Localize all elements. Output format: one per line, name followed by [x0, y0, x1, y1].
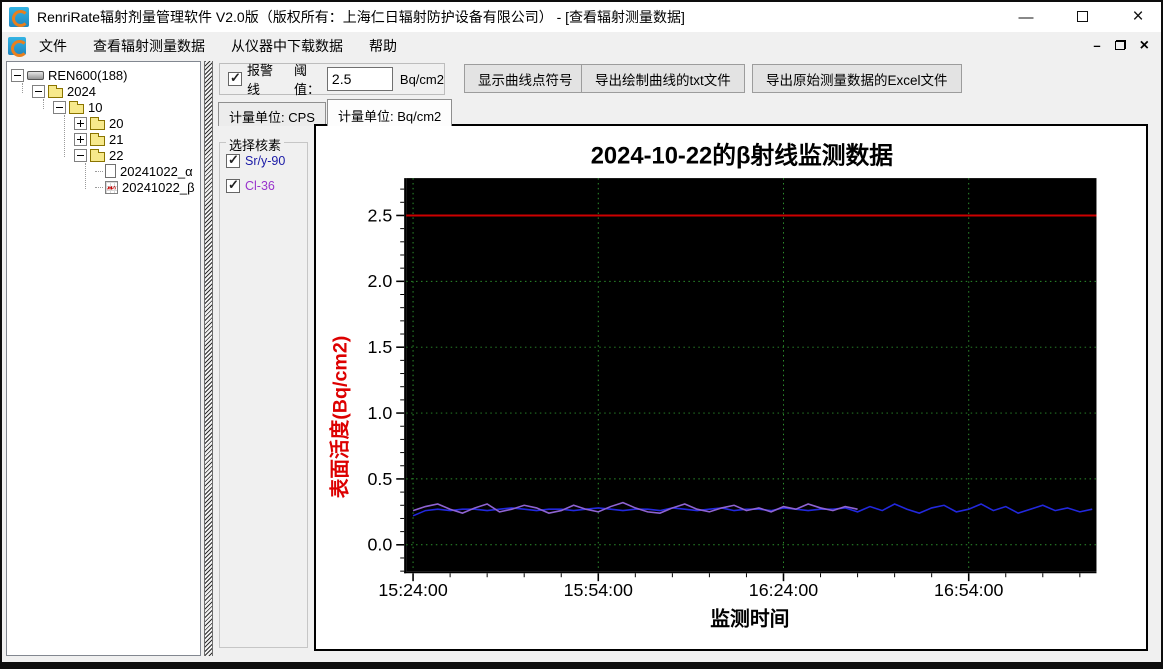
nuclide-checkbox-0[interactable] [226, 152, 240, 168]
tree-node-label: 22 [109, 147, 124, 163]
y-tick-label: 2.0 [367, 271, 392, 291]
close-button[interactable]: × [1132, 6, 1144, 27]
plot-area [406, 178, 1097, 572]
mdi-close-button[interactable]: × [1139, 36, 1149, 54]
chart-panel: 15:24:00 15:54:00 16:24:00 16:54:00 0.0 0.5 1.… [314, 124, 1148, 651]
tree-node-label: 20241022_α [120, 163, 193, 179]
tree-guide-line [22, 83, 23, 93]
monitoring-chart: 15:24:00 15:54:00 16:24:00 16:54:00 0.0 0.5 1.… [329, 141, 1097, 630]
x-tick-label: 15:24:00 [378, 580, 447, 600]
tree-node-20241022_β[interactable]: 20241022_β [11, 179, 200, 195]
threshold-unit-label: Bq/cm2 [399, 71, 444, 87]
file-tree-panel: REN600(188) 2024 10 20 21 22 20241022_α 2024102… [6, 61, 201, 656]
menu-item-2[interactable]: 从仪器中下载数据 [231, 37, 343, 54]
tree-expand-icon[interactable] [74, 116, 87, 130]
show-curve-points-button[interactable]: 显示曲线点符号 [464, 64, 587, 93]
title-bar: RenriRate辐射剂量管理软件 V2.0版（版权所有：上海仁日辐射防护设备有… [2, 2, 1161, 32]
y-axis-title: 表面活度(Bq/cm2) [329, 336, 352, 499]
nuclide-select-group: 选择核素 Sr/y-90 Cl-36 [219, 135, 308, 648]
tab-unit-1[interactable]: 计量单位: Bq/cm2 [326, 99, 453, 126]
tab-unit-0[interactable]: 计量单位: CPS [218, 102, 326, 126]
menu-item-3[interactable]: 帮助 [369, 37, 397, 54]
tree-node-label: 21 [109, 131, 124, 147]
tree-connector [95, 186, 103, 188]
x-tick-label: 16:54:00 [934, 580, 1003, 600]
alarm-line-checkbox[interactable] [228, 70, 242, 86]
x-axis-title: 监测时间 [710, 607, 789, 630]
y-tick-label: 0.5 [367, 469, 392, 489]
folder-icon [90, 132, 105, 146]
menu-item-0[interactable]: 文件 [39, 37, 67, 54]
device-icon [27, 70, 44, 80]
tree-node-22[interactable]: 22 [11, 147, 200, 163]
maximize-button[interactable] [1069, 9, 1095, 26]
threshold-input[interactable] [326, 67, 393, 91]
app-logo-icon [9, 7, 29, 27]
tree-node-20[interactable]: 20 [11, 115, 200, 131]
menu-item-1[interactable]: 查看辐射测量数据 [93, 37, 205, 54]
tree-node-label: 2024 [67, 83, 96, 99]
x-tick-label: 16:24:00 [749, 580, 818, 600]
mdi-child-icon [8, 36, 28, 57]
tree-node-label: 10 [88, 99, 103, 115]
mdi-restore-button[interactable] [1114, 39, 1126, 52]
folder-icon [90, 148, 105, 162]
folder-icon [90, 116, 105, 130]
tree-connector [95, 170, 103, 172]
tree-collapse-icon[interactable] [53, 100, 66, 114]
y-tick-label: 1.5 [367, 337, 392, 357]
tree-expand-icon[interactable] [74, 132, 87, 146]
export-txt-button[interactable]: 导出绘制曲线的txt文件 [581, 64, 745, 93]
y-tick-label: 2.5 [367, 205, 392, 225]
maximize-icon [1076, 10, 1088, 22]
nuclide-checkbox-1[interactable] [226, 177, 240, 193]
tree-node-21[interactable]: 21 [11, 131, 200, 147]
threshold-label: 阈值： [293, 63, 320, 97]
panel-splitter[interactable] [204, 61, 213, 656]
tree-node-REN600(188)[interactable]: REN600(188) [11, 67, 200, 83]
tree-node-label: 20241022_β [122, 179, 195, 195]
tree-node-label: 20 [109, 115, 124, 131]
tree-collapse-icon[interactable] [11, 68, 24, 82]
tree-node-label: REN600(188) [48, 67, 128, 83]
window-title: RenriRate辐射剂量管理软件 V2.0版（版权所有：上海仁日辐射防护设备有… [37, 9, 685, 25]
nuclide-group-title: 选择核素 [226, 135, 285, 154]
tree-collapse-icon[interactable] [74, 148, 87, 162]
nuclide-label: Sr/y-90 [245, 154, 286, 168]
tree-node-10[interactable]: 10 [11, 99, 200, 115]
x-tick-label: 15:54:00 [564, 580, 633, 600]
nuclide-row-Sr/y-90: Sr/y-90 [226, 152, 307, 168]
nuclide-row-Cl-36: Cl-36 [226, 177, 307, 193]
nuclide-label: Cl-36 [245, 179, 275, 193]
folder-icon [69, 100, 84, 114]
tree-guide-line [43, 99, 44, 109]
tree-collapse-icon[interactable] [32, 84, 45, 98]
chart-file-icon [105, 180, 118, 194]
document-icon [105, 164, 116, 178]
content-area: 报警线 阈值： Bq/cm2 显示曲线点符号 导出绘制曲线的txt文件 导出原始… [215, 59, 1159, 658]
tree-node-2024[interactable]: 2024 [11, 83, 200, 99]
y-tick-label: 0.0 [367, 535, 392, 555]
tree-node-20241022_α[interactable]: 20241022_α [11, 163, 200, 179]
tree-guide-line [64, 115, 65, 157]
mdi-minimize-button[interactable]: – [1093, 38, 1101, 53]
restore-icon [1114, 40, 1126, 50]
alarm-line-group: 报警线 阈值： Bq/cm2 [219, 63, 445, 97]
alarm-line-label: 报警线 [247, 63, 274, 97]
y-tick-label: 1.0 [367, 403, 392, 423]
series-line-Cl-36 [412, 501, 858, 514]
folder-icon [48, 84, 63, 98]
tree-guide-line [85, 163, 86, 189]
export-excel-button[interactable]: 导出原始测量数据的Excel文件 [752, 64, 962, 93]
minimize-button[interactable]: — [1018, 8, 1034, 26]
menu-bar: 文件 查看辐射测量数据 从仪器中下载数据 帮助 – × [2, 32, 1161, 59]
chart-title: 2024-10-22的β射线监测数据 [591, 141, 894, 169]
unit-tabstrip: 计量单位: CPS 计量单位: Bq/cm2 [218, 99, 453, 126]
